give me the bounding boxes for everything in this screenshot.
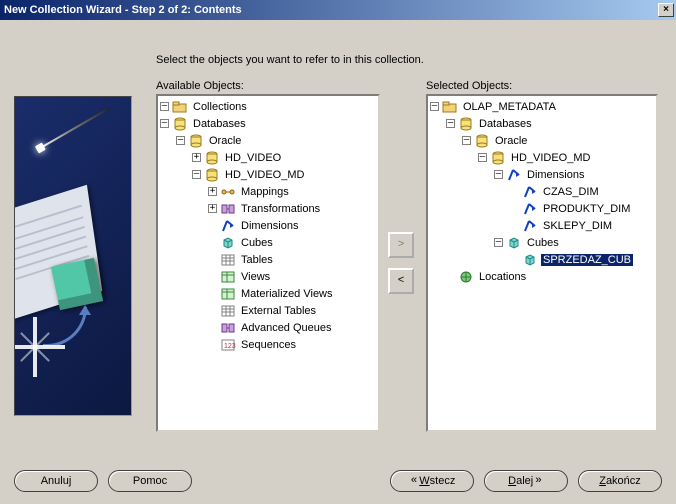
selected-objects-tree[interactable]: –OLAP_METADATA–Databases–Oracle–HD_VIDEO… [428, 96, 656, 287]
tree-node[interactable]: External Tables [160, 302, 378, 319]
seq-icon [220, 337, 236, 353]
available-objects-panel[interactable]: –Collections–Databases–Oracle+HD_VIDEO–H… [156, 94, 380, 432]
back-arrow-icon: « [411, 475, 418, 487]
tree-node[interactable]: Locations [430, 268, 656, 285]
tree-toggle-icon[interactable]: – [160, 102, 169, 111]
tree-node-label[interactable]: SKLEPY_DIM [541, 220, 614, 232]
finish-button[interactable]: Zakończ [578, 470, 662, 492]
db-icon [458, 116, 474, 132]
tree-node-label[interactable]: SPRZEDAZ_CUB [541, 254, 633, 266]
tree-node[interactable]: Tables [160, 251, 378, 268]
tree-node[interactable]: –Oracle [160, 132, 378, 149]
tree-node-label[interactable]: Advanced Queues [239, 322, 334, 334]
tree-node-label[interactable]: Materialized Views [239, 288, 335, 300]
tree-toggle-icon[interactable]: – [462, 136, 471, 145]
selected-objects-panel[interactable]: –OLAP_METADATA–Databases–Oracle–HD_VIDEO… [426, 94, 658, 432]
tree-node[interactable]: –Databases [430, 115, 656, 132]
tree-node-label[interactable]: Cubes [239, 237, 275, 249]
tree-node[interactable]: Materialized Views [160, 285, 378, 302]
available-objects-label: Available Objects: [156, 80, 244, 92]
tree-node[interactable]: Sequences [160, 336, 378, 353]
loc-icon [458, 269, 474, 285]
db-icon [474, 133, 490, 149]
tree-toggle-icon[interactable]: – [478, 153, 487, 162]
tree-node[interactable]: Views [160, 268, 378, 285]
title-bar: New Collection Wizard - Step 2 of 2: Con… [0, 0, 676, 20]
tree-node[interactable]: Cubes [160, 234, 378, 251]
cancel-button[interactable]: Anuluj [14, 470, 98, 492]
tree-node-label[interactable]: Sequences [239, 339, 298, 351]
move-left-button[interactable]: < [388, 268, 414, 294]
wizard-decoration [14, 96, 132, 416]
tree-toggle-icon[interactable]: – [446, 119, 455, 128]
tree-toggle-icon[interactable]: – [192, 170, 201, 179]
tree-node-label[interactable]: External Tables [239, 305, 318, 317]
db-icon [188, 133, 204, 149]
tree-node[interactable]: Advanced Queues [160, 319, 378, 336]
tree-toggle-icon[interactable]: – [176, 136, 185, 145]
tree-toggle-icon[interactable]: – [494, 238, 503, 247]
tree-node[interactable]: Dimensions [160, 217, 378, 234]
instruction-text: Select the objects you want to refer to … [156, 54, 424, 66]
tree-toggle-icon[interactable]: – [160, 119, 169, 128]
selected-objects-label: Selected Objects: [426, 80, 512, 92]
tree-toggle-icon[interactable]: – [430, 102, 439, 111]
available-objects-tree[interactable]: –Collections–Databases–Oracle+HD_VIDEO–H… [158, 96, 378, 355]
tree-node-label[interactable]: Views [239, 271, 272, 283]
tree-toggle-icon[interactable]: – [494, 170, 503, 179]
tree-node-label[interactable]: Transformations [239, 203, 322, 215]
window-title: New Collection Wizard - Step 2 of 2: Con… [4, 4, 242, 16]
tree-node-label[interactable]: Locations [477, 271, 528, 283]
db-icon [204, 167, 220, 183]
tree-toggle-icon[interactable]: + [192, 153, 201, 162]
db-icon [172, 116, 188, 132]
tree-toggle-icon[interactable]: + [208, 187, 217, 196]
next-arrow-icon: » [535, 475, 542, 487]
wizard-content: Select the objects you want to refer to … [0, 20, 676, 504]
tree-node-label[interactable]: CZAS_DIM [541, 186, 601, 198]
db-icon [490, 150, 506, 166]
tree-toggle-icon[interactable]: + [208, 204, 217, 213]
tree-node-label[interactable]: Mappings [239, 186, 291, 198]
back-button[interactable]: « Wstecz [390, 470, 474, 492]
cube-icon [522, 252, 538, 268]
tree-node-label[interactable]: PRODUKTY_DIM [541, 203, 632, 215]
wizard-button-row: Anuluj Pomoc « Wstecz Dalej » Zakończ [14, 470, 662, 492]
cube-icon [506, 235, 522, 251]
close-button[interactable]: × [658, 3, 674, 17]
folder-icon [442, 99, 458, 115]
tree-node-label[interactable]: Tables [239, 254, 275, 266]
next-button[interactable]: Dalej » [484, 470, 568, 492]
tree-node-label[interactable]: Dimensions [239, 220, 300, 232]
help-button[interactable]: Pomoc [108, 470, 192, 492]
move-right-button[interactable]: > [388, 232, 414, 258]
transfer-buttons: > < [388, 232, 416, 304]
